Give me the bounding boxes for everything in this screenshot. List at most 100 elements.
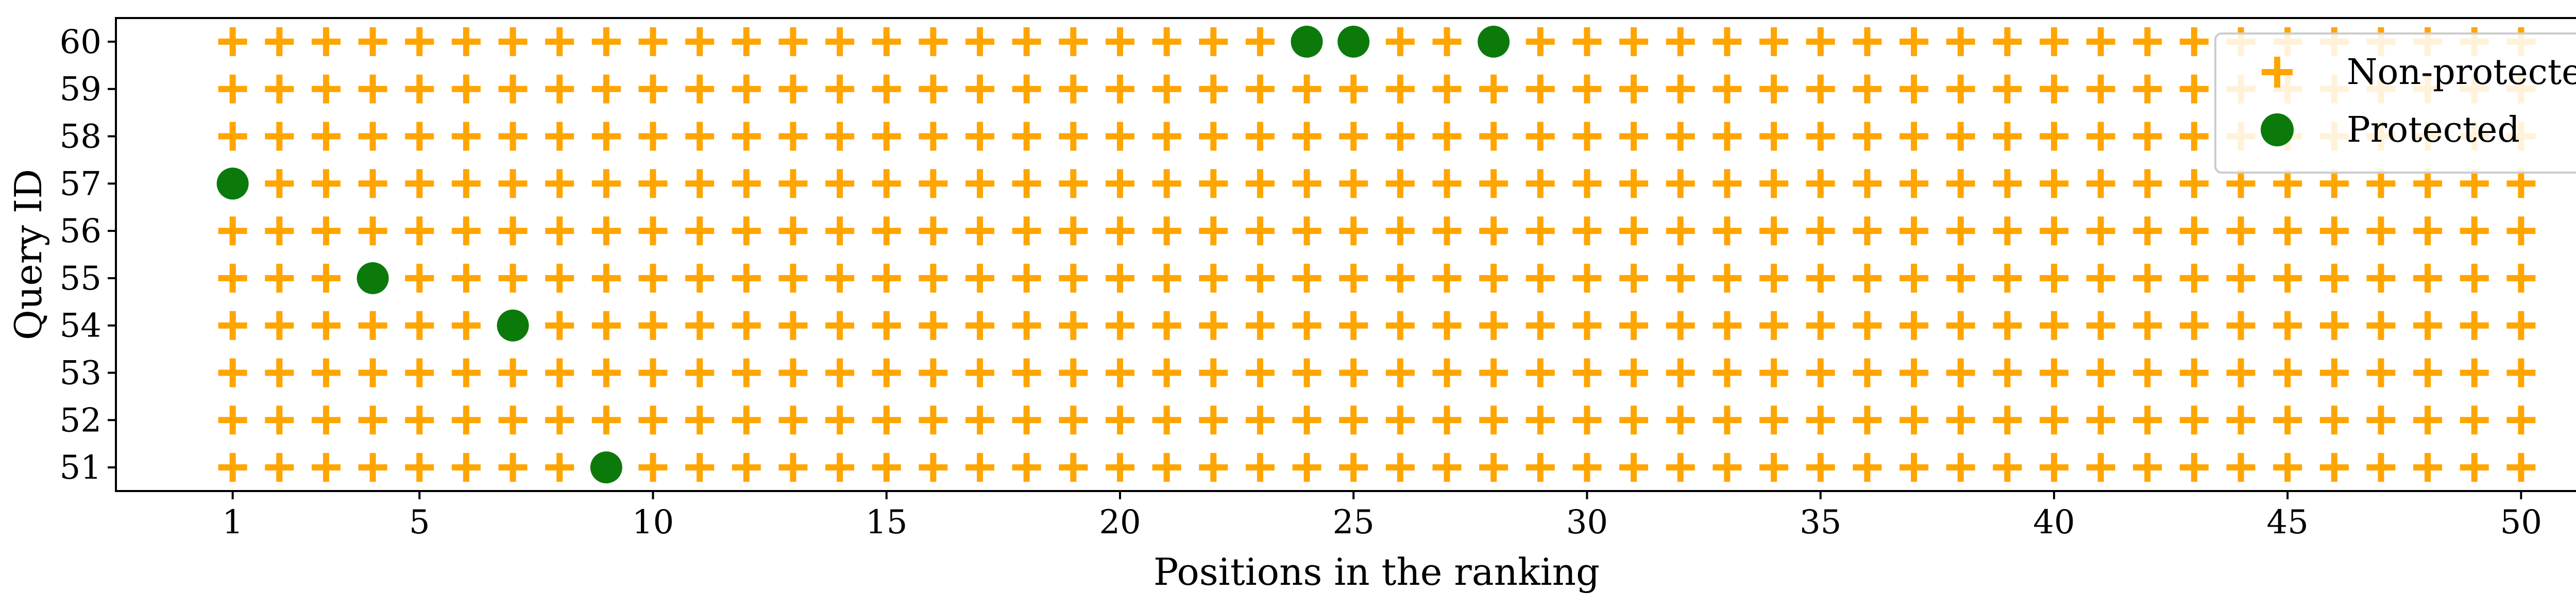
protected-point (1337, 25, 1370, 58)
non-protected-point (1619, 311, 1649, 340)
non-protected-point (1152, 74, 1181, 104)
non-protected-point (2226, 358, 2256, 387)
non-protected-point (1899, 169, 1928, 198)
non-protected-point (2319, 263, 2349, 293)
non-protected-point (591, 406, 621, 435)
non-protected-point (2086, 406, 2115, 435)
non-protected-point (1012, 358, 1041, 387)
non-protected-point (778, 358, 808, 387)
non-protected-point (1105, 311, 1134, 340)
non-protected-point (872, 311, 901, 340)
non-protected-point (591, 27, 621, 56)
non-protected-point (405, 74, 434, 104)
non-protected-point (1432, 453, 1462, 482)
non-protected-point (265, 27, 294, 56)
non-protected-point (1012, 453, 1041, 482)
y-axis-label: Query ID (7, 169, 50, 340)
y-tick-label: 58 (60, 118, 101, 156)
non-protected-point (2086, 263, 2115, 293)
non-protected-point (2460, 358, 2489, 387)
x-tick-label: 50 (2500, 503, 2542, 542)
non-protected-point (2039, 406, 2069, 435)
non-protected-point (825, 358, 855, 387)
y-tick-label: 60 (60, 23, 101, 61)
non-protected-point (498, 74, 528, 104)
non-protected-point (1759, 74, 1789, 104)
non-protected-point (405, 216, 434, 246)
non-protected-point (1432, 406, 1462, 435)
non-protected-point (218, 406, 247, 435)
non-protected-point (1012, 406, 1041, 435)
non-protected-point (545, 453, 574, 482)
non-protected-point (1199, 263, 1228, 293)
legend-label-protected: Protected (2347, 110, 2520, 150)
x-tick-label: 45 (2266, 503, 2308, 542)
non-protected-point (919, 406, 948, 435)
non-protected-point (1526, 27, 1555, 56)
non-protected-point (1152, 406, 1181, 435)
non-protected-point (1105, 406, 1134, 435)
y-tick-label: 59 (60, 71, 101, 109)
non-protected-point (732, 311, 761, 340)
non-protected-point (405, 169, 434, 198)
non-protected-point (1666, 311, 1695, 340)
non-protected-point (2179, 311, 2209, 340)
non-protected-point (1385, 216, 1415, 246)
non-protected-point (2460, 406, 2489, 435)
non-protected-point (1385, 358, 1415, 387)
non-protected-point (2039, 122, 2069, 151)
non-protected-point (1105, 122, 1134, 151)
non-protected-point (1759, 406, 1789, 435)
non-protected-point (2039, 311, 2069, 340)
non-protected-point (1339, 358, 1368, 387)
non-protected-point (825, 453, 855, 482)
non-protected-point (685, 263, 715, 293)
non-protected-point (638, 122, 668, 151)
non-protected-point (1946, 216, 1975, 246)
non-protected-point (1059, 453, 1088, 482)
non-protected-point (919, 216, 948, 246)
non-protected-point (2273, 216, 2302, 246)
non-protected-point (2039, 263, 2069, 293)
non-protected-point (872, 27, 901, 56)
non-protected-point (2506, 216, 2536, 246)
non-protected-point (1853, 311, 1882, 340)
non-protected-point (1292, 311, 1321, 340)
non-protected-point (451, 406, 481, 435)
non-protected-point (1713, 358, 1742, 387)
non-protected-point (1666, 74, 1695, 104)
non-protected-point (1199, 453, 1228, 482)
non-protected-point (2366, 453, 2396, 482)
non-protected-point (218, 453, 247, 482)
non-protected-point (545, 169, 574, 198)
non-protected-point (498, 169, 528, 198)
non-protected-point (1105, 216, 1134, 246)
non-protected-point (732, 74, 761, 104)
non-protected-point (2273, 358, 2302, 387)
non-protected-point (1572, 406, 1602, 435)
non-protected-point (1713, 216, 1742, 246)
non-protected-point (1759, 122, 1789, 151)
non-protected-point (1479, 216, 1509, 246)
non-protected-point (218, 122, 247, 151)
plot-area (115, 17, 2576, 492)
non-protected-point (1666, 216, 1695, 246)
non-protected-point (311, 311, 341, 340)
non-protected-point (2226, 169, 2256, 198)
non-protected-point (825, 169, 855, 198)
non-protected-point (1479, 311, 1509, 340)
non-protected-point (778, 74, 808, 104)
non-protected-point (965, 406, 994, 435)
non-protected-point (1199, 74, 1228, 104)
non-protected-point (1526, 216, 1555, 246)
non-protected-point (965, 263, 994, 293)
non-protected-point (1572, 216, 1602, 246)
non-protected-point (1012, 263, 1041, 293)
non-protected-point (358, 122, 387, 151)
x-tick-label: 10 (632, 503, 674, 542)
x-tick-label: 20 (1099, 503, 1141, 542)
non-protected-point (778, 453, 808, 482)
non-protected-point (2506, 358, 2536, 387)
legend: Non-protected Protected (2214, 32, 2576, 174)
non-protected-point (1245, 27, 1275, 56)
